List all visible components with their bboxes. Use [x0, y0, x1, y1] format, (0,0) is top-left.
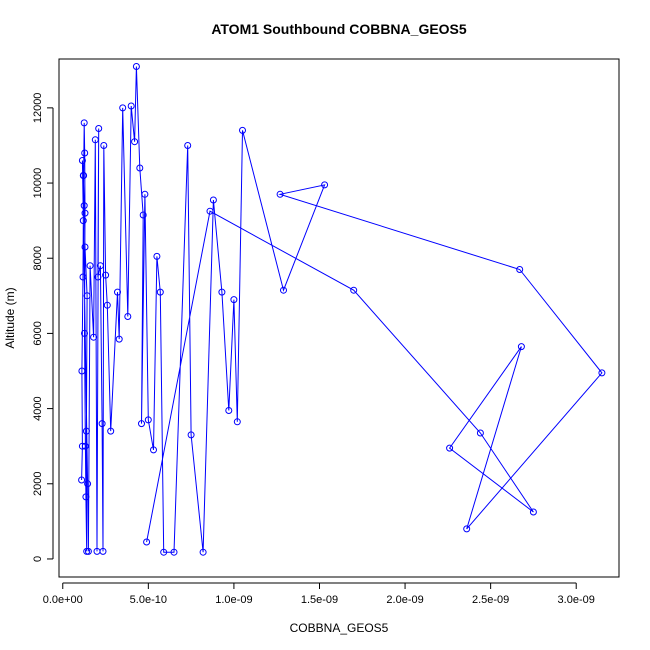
x-axis-label: COBBNA_GEOS5 [290, 621, 389, 635]
data-point [114, 288, 121, 296]
y-axis: 0 2000 4000 6000 8000 10000 12000 [32, 93, 54, 562]
data-point [78, 367, 86, 375]
data-point [84, 547, 92, 555]
data-point [82, 493, 90, 501]
data-point [517, 343, 525, 351]
data-point [99, 547, 107, 555]
data-point [82, 427, 90, 435]
data-point [100, 142, 108, 149]
data-point [239, 126, 246, 134]
data-point [90, 333, 98, 341]
data-point [529, 508, 537, 516]
data-point [81, 209, 89, 217]
data-point [79, 172, 87, 179]
data-point [81, 329, 88, 337]
data-point [79, 273, 87, 281]
data-point [218, 288, 226, 296]
data-point [144, 416, 152, 424]
data-point [209, 196, 217, 204]
x-tick-label: 0.0e+00 [43, 594, 83, 606]
data-point [139, 211, 147, 219]
data-point [131, 138, 139, 146]
y-tick-label: 12000 [32, 93, 44, 124]
data-point [95, 125, 103, 132]
data-point [598, 369, 606, 377]
data-point [446, 444, 454, 452]
data-point [107, 427, 115, 435]
chart-title: ATOM1 Southbound COBBNA_GEOS5 [211, 21, 467, 37]
data-point [230, 296, 238, 304]
data-point [156, 288, 164, 296]
x-axis: 0.0e+00 5.0e-10 1.0e-09 1.5e-09 2.0e-09 2.5e-… [43, 582, 595, 606]
data-point [350, 286, 358, 294]
data-point [160, 548, 168, 556]
x-tick-label: 2.5e-09 [472, 594, 509, 606]
data-point [206, 207, 214, 215]
data-point [103, 301, 111, 309]
data-point [96, 262, 104, 270]
series-group [78, 63, 606, 556]
data-point [86, 262, 94, 270]
y-tick-label: 8000 [32, 246, 44, 270]
x-tick-label: 5.0e-10 [130, 594, 167, 606]
data-point [141, 190, 149, 198]
data-point [81, 243, 89, 251]
data-point [184, 142, 192, 149]
data-point [170, 548, 178, 556]
data-point [516, 266, 524, 273]
data-point [80, 202, 88, 210]
data-point [233, 418, 241, 426]
y-tick-label: 0 [32, 556, 44, 562]
data-point [91, 136, 99, 144]
data-point [84, 480, 92, 488]
data-point [321, 181, 329, 189]
data-point [94, 273, 102, 281]
data-point [115, 335, 123, 343]
data-point [138, 420, 145, 428]
data-point [98, 420, 106, 428]
data-point [78, 476, 86, 484]
data-point [81, 149, 89, 157]
data-point [150, 446, 157, 454]
data-point [83, 292, 91, 300]
data-point [124, 313, 132, 320]
data-point [463, 525, 471, 533]
data-point [276, 190, 284, 198]
y-tick-label: 2000 [32, 472, 44, 496]
data-point [127, 102, 135, 110]
data-point [81, 442, 89, 450]
series-line [81, 66, 603, 553]
data-point [476, 429, 484, 437]
plot-frame [58, 58, 620, 578]
data-point [187, 431, 195, 439]
data-point [280, 286, 287, 294]
x-tick-label: 3.0e-09 [558, 594, 595, 606]
data-point [119, 104, 127, 112]
data-point [79, 217, 87, 225]
data-point [136, 164, 144, 172]
data-point [102, 271, 110, 279]
data-point [199, 548, 207, 556]
data-point [132, 63, 140, 70]
y-tick-label: 6000 [32, 321, 44, 345]
data-point [143, 538, 151, 546]
x-tick-label: 1.0e-09 [215, 594, 252, 606]
y-axis-label: Altitude (m) [3, 287, 17, 348]
data-point [78, 442, 86, 450]
x-tick-label: 1.5e-09 [301, 594, 338, 606]
data-point [153, 252, 161, 260]
data-point [80, 119, 88, 127]
data-point [78, 157, 86, 164]
y-tick-label: 10000 [32, 168, 44, 199]
x-tick-label: 2.0e-09 [386, 594, 423, 606]
data-point [225, 407, 233, 414]
y-tick-label: 4000 [32, 396, 44, 420]
